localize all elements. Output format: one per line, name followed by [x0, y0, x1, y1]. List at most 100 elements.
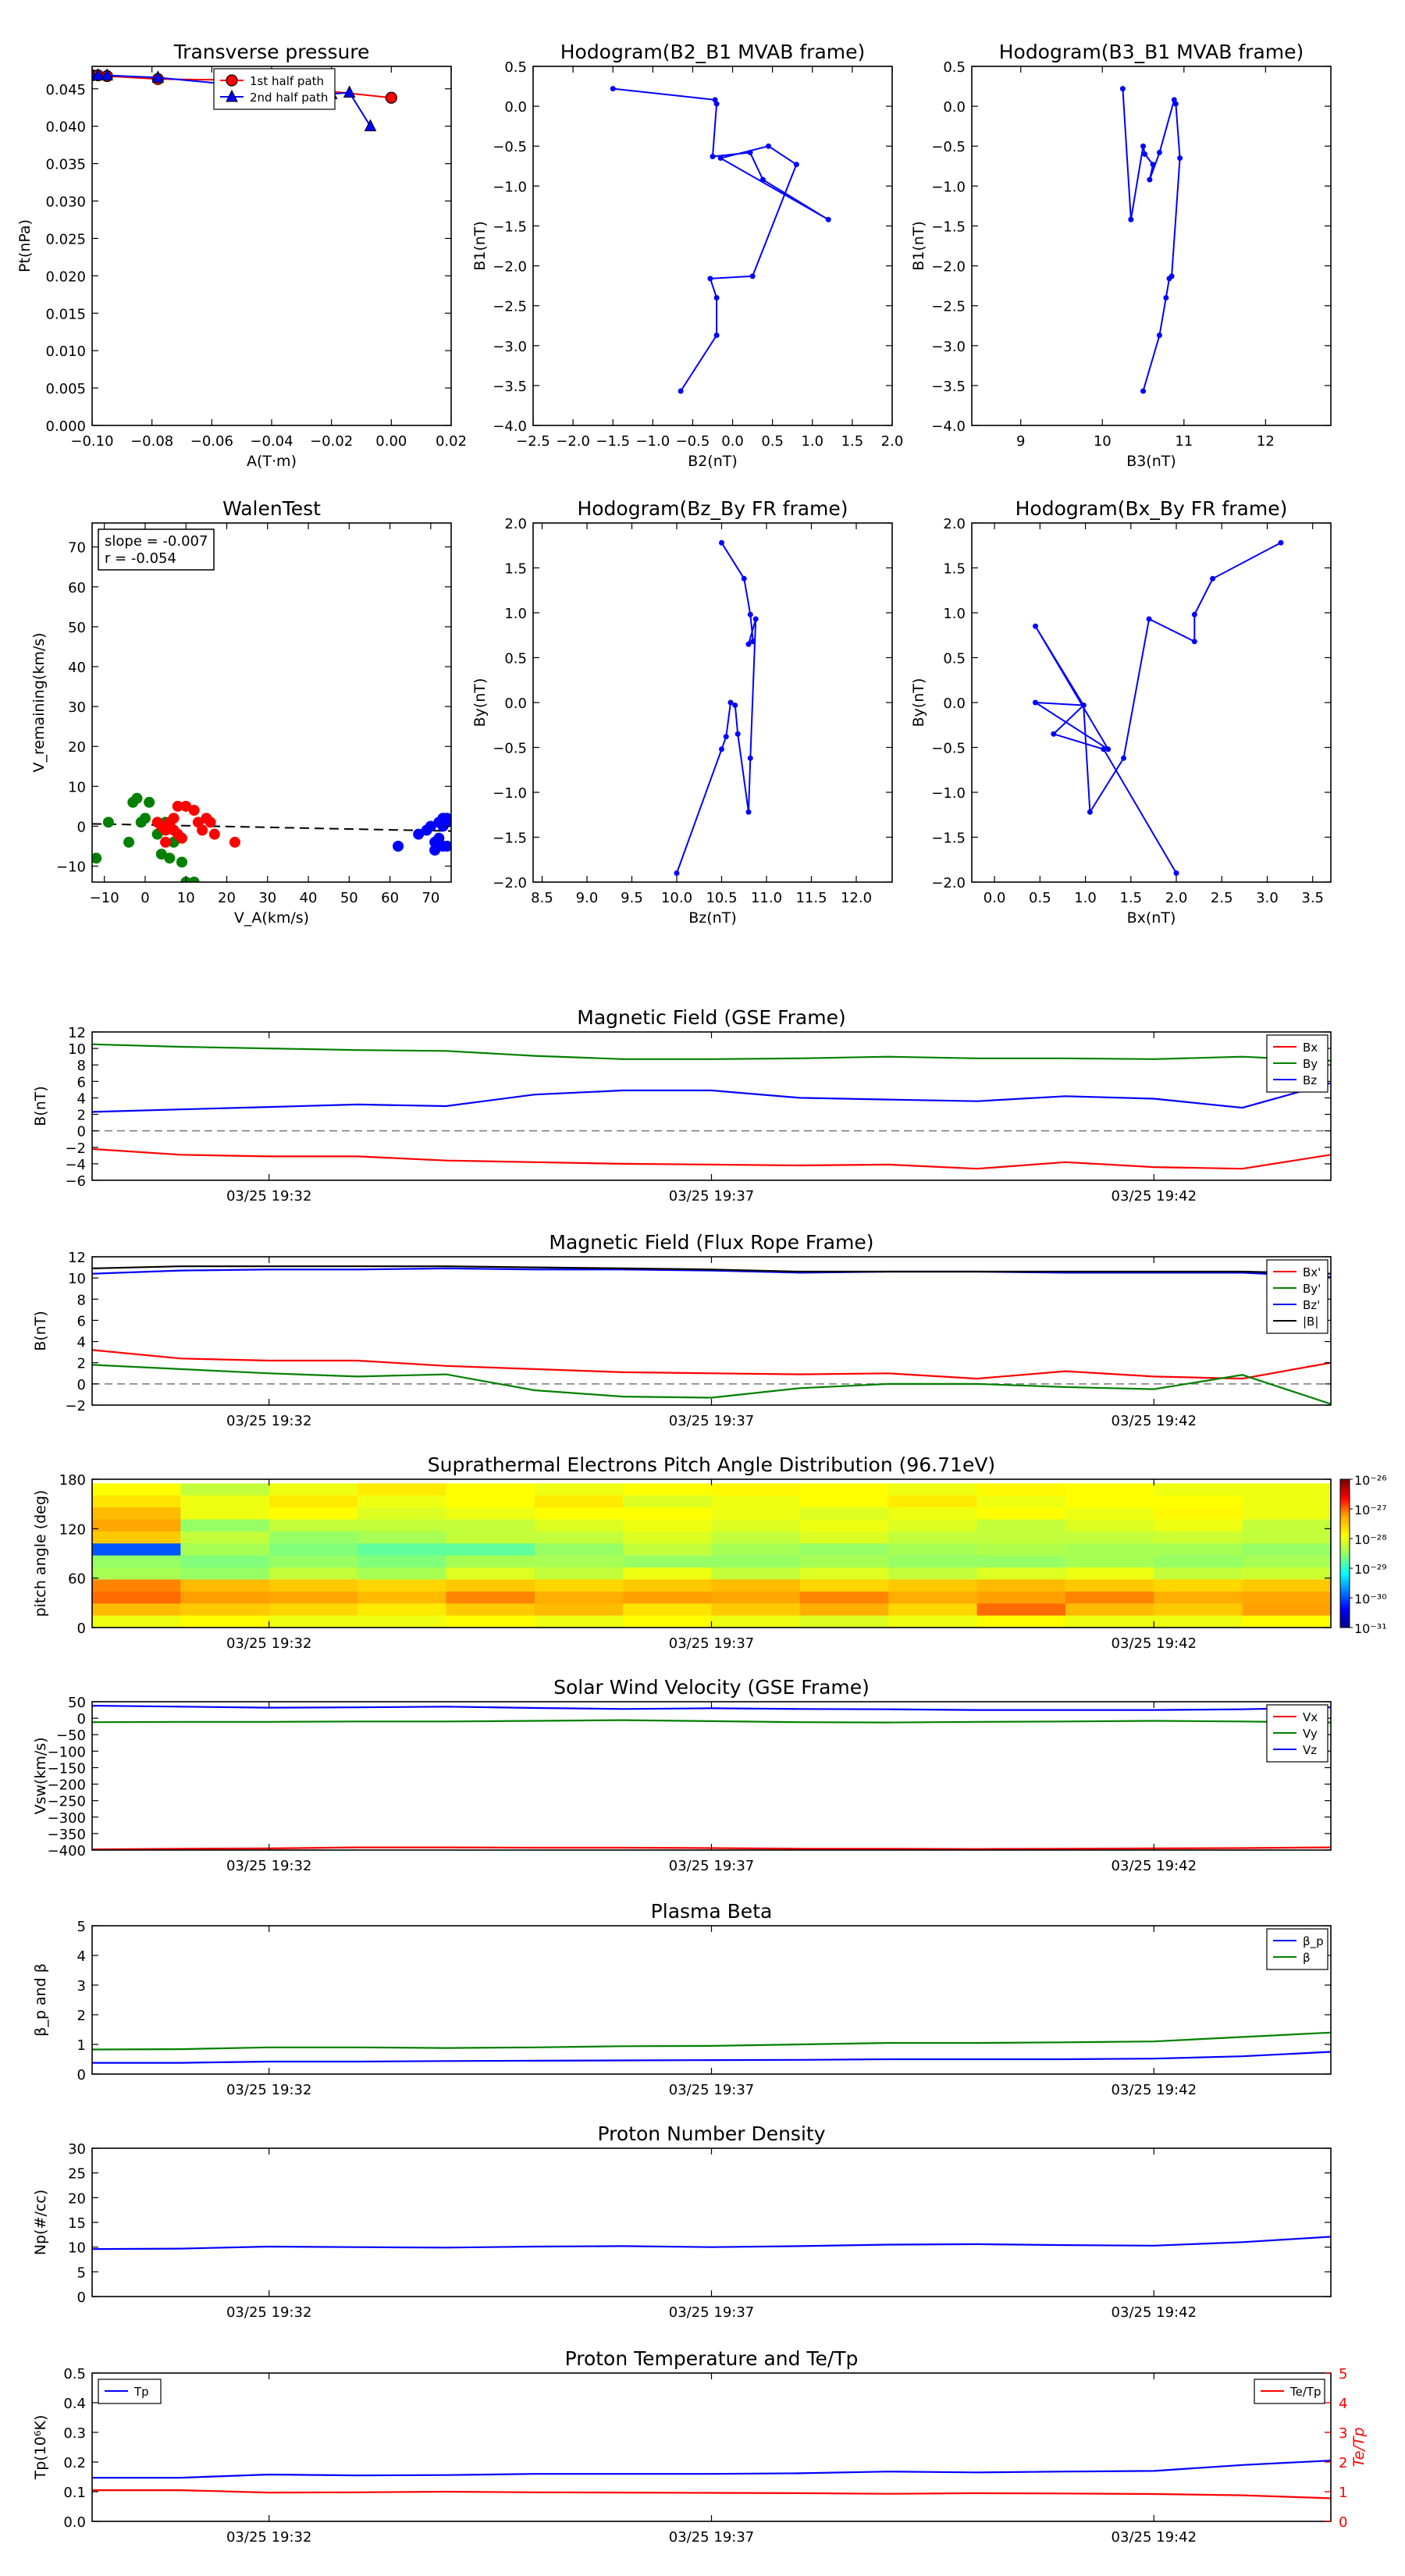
x-tick-label: −0.10 [70, 433, 113, 450]
data-point [1101, 746, 1107, 753]
heatmap-cell [1242, 1567, 1331, 1581]
series-line-vy [92, 1719, 1331, 1724]
heatmap-cell [1154, 1603, 1243, 1617]
y-tick-label: 180 [59, 1472, 86, 1489]
heatmap-cell [446, 1591, 535, 1604]
heatmap-cell [976, 1615, 1066, 1628]
legend-label: Vy [1303, 1727, 1318, 1741]
y-tick-label: 60 [68, 580, 86, 596]
x-tick-label: 03/25 19:37 [669, 1413, 754, 1429]
heatmap-cell [269, 1543, 358, 1557]
heatmap-cell [888, 1531, 978, 1544]
y-tick-label: 5 [77, 2265, 86, 2281]
y-axis-label: β_p and β [32, 1963, 49, 2037]
heatmap-cell [976, 1555, 1066, 1568]
series-line-bx [92, 1147, 1331, 1170]
colorbar-segment [1340, 1592, 1350, 1596]
y-tick-label: −2 [65, 1140, 86, 1157]
data-point [749, 273, 756, 279]
plot-area [92, 1483, 1331, 1628]
heatmap-cell [269, 1507, 358, 1521]
legend-label: Bx' [1303, 1265, 1321, 1279]
x-tick-label: 30 [258, 890, 276, 906]
heatmap-cell [446, 1603, 535, 1617]
y-tick-label: −0.5 [931, 139, 966, 155]
data-point [393, 841, 404, 852]
heatmap-cell [888, 1567, 978, 1581]
y-tick-label: −400 [48, 1843, 86, 1859]
data-point [1177, 155, 1183, 162]
y-tick-label: 3 [77, 1978, 86, 1994]
data-point [1173, 870, 1179, 876]
heatmap-cell [888, 1603, 978, 1617]
y-tick-label: −0.5 [493, 139, 527, 155]
y-tick-label: 0.4 [63, 2396, 86, 2412]
panel-walen-test: WalenTest −10 0 10 20 30 40 50 60 70 −10 0 10 20 30 40 5… [30, 497, 452, 927]
x-tick-label: 03/25 19:37 [669, 1188, 754, 1204]
data-point [168, 813, 180, 824]
heatmap-cell [1154, 1591, 1243, 1604]
plot-area [92, 792, 451, 882]
heatmap-cell [1154, 1615, 1243, 1628]
y-tick-label: 0.035 [45, 157, 86, 173]
heatmap-cell [446, 1615, 535, 1628]
heatmap-cell [180, 1507, 270, 1521]
colorbar-segment [1340, 1573, 1350, 1576]
colorbar-segment [1340, 1575, 1350, 1579]
data-point [610, 86, 616, 92]
colorbar-segment [1340, 1610, 1350, 1614]
y-tick-label: −1.5 [931, 831, 966, 847]
heatmap-cell [799, 1579, 889, 1592]
y-tick-label: 25 [68, 2166, 86, 2183]
x-tick-label: 0.5 [761, 433, 784, 450]
heatmap-cell [623, 1495, 713, 1508]
y-tick-label: 0.2 [63, 2455, 86, 2471]
colorbar-tick-label: 10⁻²⁸ [1354, 1532, 1387, 1547]
y-axis-label: B1(nT) [910, 221, 927, 271]
data-point [745, 809, 752, 815]
data-point [441, 813, 451, 824]
y-tick-label: 0.000 [45, 418, 86, 435]
x-tick-label: −0.08 [130, 433, 173, 450]
y-tick-label: −1.5 [493, 831, 527, 847]
legend-label: β [1303, 1951, 1311, 1965]
legend-label: Bz [1303, 1073, 1317, 1087]
data-point [719, 539, 724, 546]
x-tick-label: 2.5 [1211, 890, 1233, 906]
y2-tick-label: 5 [1339, 2366, 1347, 2382]
x-tick-label: 8.5 [531, 890, 553, 906]
y-tick-label: −4.0 [931, 418, 966, 435]
heatmap-cell [1242, 1615, 1331, 1628]
heatmap-cell [357, 1483, 447, 1496]
heatmap-cell [269, 1531, 358, 1544]
heatmap-cell [534, 1543, 624, 1557]
y-tick-label: 4 [77, 1091, 86, 1107]
y-tick-label: −1.5 [931, 219, 966, 235]
legend-label: β_p [1303, 1934, 1324, 1949]
x-tick-label: 50 [340, 890, 358, 906]
axes-frame [971, 66, 1332, 426]
heatmap-cell [623, 1531, 713, 1544]
chart-title: Transverse pressure [173, 41, 370, 63]
data-point [1142, 151, 1148, 157]
heatmap-cell [1242, 1495, 1331, 1508]
x-tick-label: 11.5 [795, 890, 827, 906]
y-tick-label: −2 [65, 1398, 86, 1414]
colorbar-segment [1340, 1556, 1350, 1559]
panel-proton-temperature: Proton Temperature and Te/Tp 0.0 0.1 0.2 0.3… [32, 2347, 1368, 2546]
y-tick-label: 20 [68, 2190, 86, 2207]
heatmap-cell [623, 1615, 713, 1628]
y-tick-label: 0.015 [45, 306, 86, 322]
colorbar-segment [1340, 1503, 1350, 1507]
x-tick-label: 40 [300, 890, 318, 906]
heatmap-cell [269, 1579, 358, 1592]
data-point [1156, 149, 1162, 155]
heatmap-cell [623, 1591, 713, 1604]
heatmap-cell [976, 1591, 1066, 1604]
x-tick-label: 0 [140, 890, 149, 906]
heatmap-cell [1154, 1579, 1243, 1592]
y-tick-label: 12 [68, 1250, 86, 1266]
x-tick-label: 3.5 [1301, 890, 1324, 906]
data-point [707, 276, 713, 282]
data-point [160, 836, 172, 848]
